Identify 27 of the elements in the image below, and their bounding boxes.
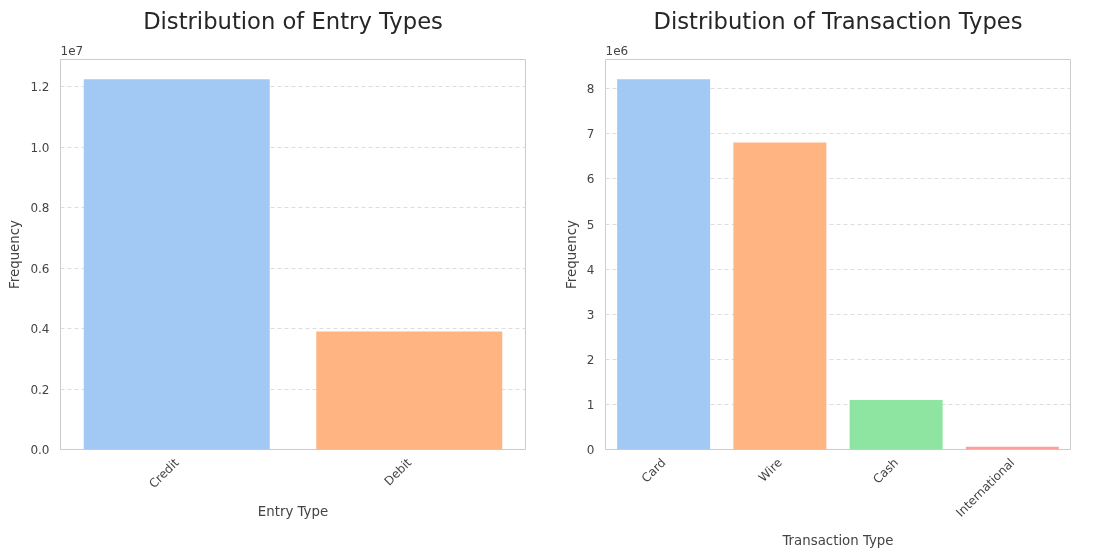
y-tick-label: 3: [586, 307, 595, 322]
bar: [617, 79, 711, 450]
y-tick-label: 0.2: [30, 382, 50, 397]
y-tick-label: 1: [586, 397, 595, 412]
y-tick-label: 5: [586, 217, 595, 232]
y-axis-title: Frequency: [563, 219, 579, 289]
y-tick-label: 0.8: [30, 201, 50, 216]
chart-title: Distribution of Transaction Types: [653, 7, 1023, 34]
y-tick-label: 7: [586, 127, 595, 142]
y-tick-label: 0.6: [30, 261, 50, 276]
y-tick-label: 6: [586, 172, 595, 187]
y-tick-label: 8: [586, 82, 595, 97]
y-tick-label: 0.0: [30, 443, 50, 457]
chart-title: Distribution of Entry Types: [143, 7, 443, 34]
y-tick-label: 4: [586, 262, 595, 277]
y-axis-title: Frequency: [7, 219, 23, 289]
y-tick-label: 2: [586, 352, 595, 367]
bar: [733, 142, 827, 450]
y-tick-label: 1.2: [30, 80, 50, 95]
text: 1e7: [60, 43, 84, 58]
bar: [849, 399, 943, 450]
x-axis-title: Entry Type: [257, 503, 329, 519]
y-tick-label: 1.0: [30, 140, 50, 155]
y-tick-label: 0: [586, 443, 595, 457]
y-tick-label: 0.4: [30, 322, 50, 337]
x-axis-title: Transaction Type: [781, 532, 894, 548]
text: 1e6: [605, 43, 629, 58]
